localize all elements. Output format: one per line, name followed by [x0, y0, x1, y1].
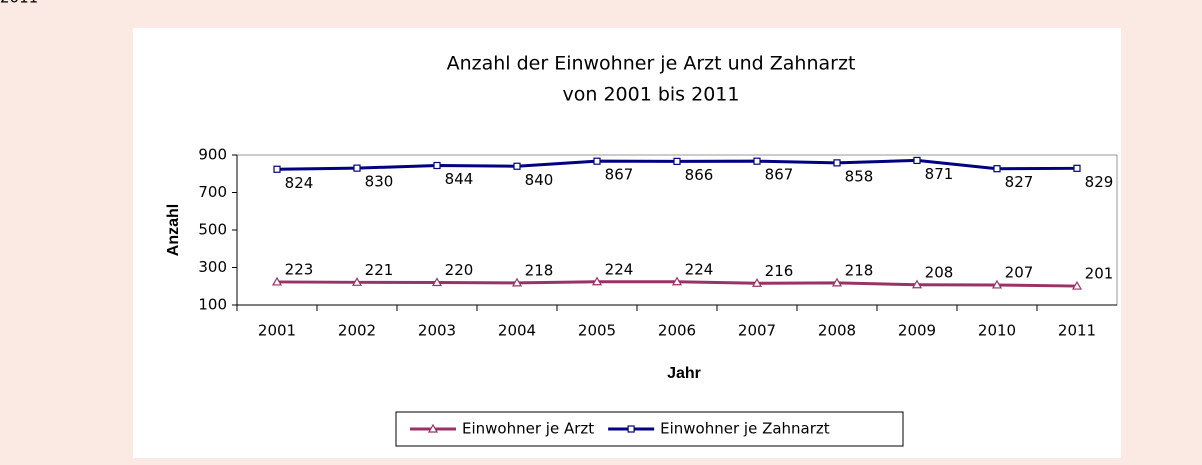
x-tick-label: 2005 [578, 322, 616, 340]
y-tick-label: 100 [198, 296, 227, 314]
data-label: 866 [685, 166, 714, 184]
marker [1073, 164, 1081, 172]
data-label: 830 [365, 173, 394, 191]
marker [431, 277, 443, 287]
data-label: 218 [525, 261, 554, 279]
data-label: 827 [1005, 173, 1034, 191]
marker [273, 165, 281, 173]
marker [993, 165, 1001, 173]
data-label: 207 [1005, 263, 1034, 281]
data-label: 871 [925, 165, 954, 183]
y-tick-label: 300 [198, 258, 227, 276]
data-label: 224 [685, 260, 714, 278]
marker [353, 164, 361, 172]
data-label: 218 [845, 261, 874, 279]
marker [991, 279, 1003, 289]
marker [591, 276, 603, 286]
x-tick-label: 2002 [338, 322, 376, 340]
marker [513, 162, 521, 170]
data-label: 201 [1085, 265, 1114, 283]
data-label: 221 [365, 261, 394, 279]
legend-label: Einwohner je Arzt [462, 420, 594, 438]
page-heading: 2011 [0, 0, 38, 7]
y-tick-label: 500 [198, 221, 227, 239]
chart-title: Anzahl der Einwohner je Arzt und Zahnarz… [447, 53, 856, 75]
marker [753, 157, 761, 165]
marker [673, 157, 681, 165]
x-tick-label: 2004 [498, 322, 536, 340]
data-label: 224 [605, 260, 634, 278]
x-tick-label: 2007 [738, 322, 776, 340]
marker [671, 276, 683, 286]
data-label: 208 [925, 263, 954, 281]
marker [833, 159, 841, 167]
marker [1071, 280, 1083, 290]
x-tick-label: 2001 [258, 322, 296, 340]
x-tick-label: 2006 [658, 322, 696, 340]
marker [351, 277, 363, 286]
marker [831, 277, 843, 287]
data-label: 216 [765, 262, 794, 280]
legend-label: Einwohner je Zahnarzt [660, 420, 830, 438]
data-label: 867 [605, 166, 634, 184]
data-label: 844 [445, 170, 474, 188]
data-label: 829 [1085, 173, 1114, 191]
marker [593, 157, 601, 165]
data-label: 840 [525, 171, 554, 189]
chart-subtitle: von 2001 bis 2011 [563, 84, 740, 106]
data-label: 824 [285, 174, 314, 192]
x-tick-label: 2011 [1058, 322, 1096, 340]
marker [427, 423, 439, 433]
chart-background [133, 28, 1121, 458]
data-label: 867 [765, 166, 794, 184]
marker [271, 276, 283, 286]
marker [433, 161, 441, 170]
data-label: 858 [845, 167, 874, 185]
marker [913, 156, 921, 165]
data-label: 223 [285, 260, 314, 278]
x-tick-label: 2008 [818, 322, 856, 340]
x-axis-title: Jahr [667, 365, 701, 382]
y-tick-label: 900 [198, 146, 227, 164]
y-tick-label: 700 [198, 183, 227, 201]
marker [511, 277, 523, 287]
marker [911, 279, 923, 289]
x-tick-label: 2003 [418, 322, 456, 340]
x-tick-label: 2009 [898, 322, 936, 340]
x-tick-label: 2010 [978, 322, 1016, 340]
marker [627, 425, 635, 433]
y-axis-title: Anzahl [165, 204, 182, 256]
marker [751, 278, 763, 287]
data-label: 220 [445, 261, 474, 279]
